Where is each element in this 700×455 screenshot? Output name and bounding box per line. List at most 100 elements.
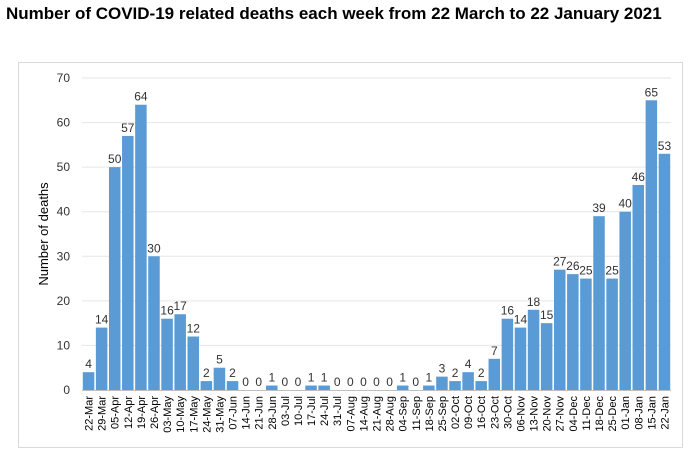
data-label: 1 [426, 371, 433, 385]
x-tick-label: 08-Jan [633, 396, 645, 430]
data-label: 27 [553, 255, 567, 269]
bar [148, 256, 160, 390]
data-label: 1 [399, 371, 406, 385]
data-label: 18 [527, 295, 541, 309]
x-tick-label: 31-May [214, 396, 226, 433]
bar [161, 318, 173, 390]
bar [226, 381, 239, 390]
data-label: 50 [108, 152, 122, 166]
x-tick-label: 27-Nov [555, 396, 567, 432]
bar [108, 167, 121, 390]
y-tick-label: 0 [63, 383, 70, 397]
bar [567, 274, 579, 390]
x-tick-label: 04-Dec [568, 396, 580, 432]
x-tick-label: 14-Aug [358, 396, 370, 431]
data-label: 2 [478, 366, 485, 380]
x-tick-label: 19-Apr [136, 396, 148, 429]
x-tick-label: 02-Oct [450, 396, 462, 429]
data-label: 4 [465, 357, 472, 371]
y-tick-label: 10 [57, 338, 71, 352]
x-tick-label: 07-Aug [345, 396, 357, 431]
bar [396, 385, 409, 390]
data-label: 16 [160, 304, 174, 318]
bar [305, 385, 317, 390]
data-label: 0 [255, 375, 262, 389]
x-tick-label: 03-Jul [280, 396, 292, 426]
bar [95, 327, 108, 390]
x-tick-label: 29-Mar [97, 396, 109, 431]
bar [82, 372, 95, 390]
bar [501, 318, 514, 390]
data-label: 25 [605, 264, 619, 278]
x-tick-label: 23-Oct [489, 396, 501, 429]
x-tick-label: 11-Sep [411, 396, 423, 431]
data-label: 0 [334, 375, 341, 389]
x-tick-label: 24-May [201, 396, 213, 433]
data-label: 7 [491, 344, 498, 358]
x-tick-label: 01-Jan [620, 396, 632, 430]
bar [200, 381, 213, 390]
data-label: 15 [540, 308, 554, 322]
bar [436, 376, 448, 390]
x-tick-label: 22-Mar [84, 396, 96, 431]
x-tick-label: 20-Nov [542, 396, 554, 432]
data-label: 0 [373, 375, 380, 389]
bar [553, 269, 566, 390]
bar [174, 314, 186, 390]
data-label: 46 [632, 170, 646, 184]
x-tick-label: 24-Jul [319, 396, 331, 426]
bar [645, 100, 658, 391]
data-label: 1 [321, 371, 328, 385]
x-tick-label: 09-Oct [463, 396, 475, 429]
data-label: 14 [95, 313, 109, 327]
data-label: 0 [242, 375, 249, 389]
data-label: 2 [203, 366, 210, 380]
data-label: 57 [121, 121, 135, 135]
x-tick-label: 06-Nov [515, 396, 527, 432]
data-label: 0 [412, 375, 419, 389]
chart-title: Number of COVID-19 related deaths each w… [6, 4, 662, 23]
data-label: 5 [216, 353, 223, 367]
x-tick-label: 13-Nov [529, 396, 541, 432]
x-tick-label: 21-Jun [254, 396, 266, 430]
x-tick-label: 18-Sep [424, 396, 436, 431]
bar [593, 216, 605, 390]
x-tick-label: 25-Dec [607, 396, 619, 432]
data-label: 53 [658, 139, 672, 153]
chart-frame [18, 62, 683, 448]
bar [318, 385, 330, 390]
data-label: 26 [566, 259, 580, 273]
data-label: 65 [645, 85, 659, 99]
y-axis-label: Number of deaths [36, 182, 51, 286]
x-tick-label: 05-Apr [110, 396, 122, 429]
x-tick-label: 04-Sep [398, 396, 410, 431]
data-label: 1 [268, 371, 275, 385]
bar [632, 184, 645, 390]
bar [462, 372, 474, 390]
bar [488, 358, 501, 390]
x-tick-label: 15-Jan [646, 396, 658, 430]
bar [266, 385, 278, 390]
data-label: 16 [501, 304, 515, 318]
x-tick-label: 11-Dec [581, 396, 593, 431]
y-tick-label: 70 [57, 71, 71, 85]
data-label: 0 [282, 375, 289, 389]
x-tick-label: 17-May [188, 396, 200, 433]
bar [580, 278, 592, 390]
x-tick-label: 12-Apr [123, 396, 135, 429]
y-tick-label: 30 [57, 249, 71, 263]
bar [475, 381, 487, 390]
data-label: 0 [360, 375, 367, 389]
x-tick-label: 28-Aug [385, 396, 397, 431]
bar [449, 381, 461, 390]
x-tick-label: 25-Sep [437, 396, 449, 431]
x-tick-label: 16-Oct [476, 396, 488, 429]
data-label: 2 [229, 366, 236, 380]
x-tick-label: 14-Jun [241, 396, 253, 430]
bar [135, 104, 147, 390]
data-label: 40 [619, 197, 633, 211]
x-tick-label: 22-Jan [659, 396, 671, 430]
data-label: 2 [452, 366, 459, 380]
x-tick-label: 30-Oct [502, 396, 514, 429]
